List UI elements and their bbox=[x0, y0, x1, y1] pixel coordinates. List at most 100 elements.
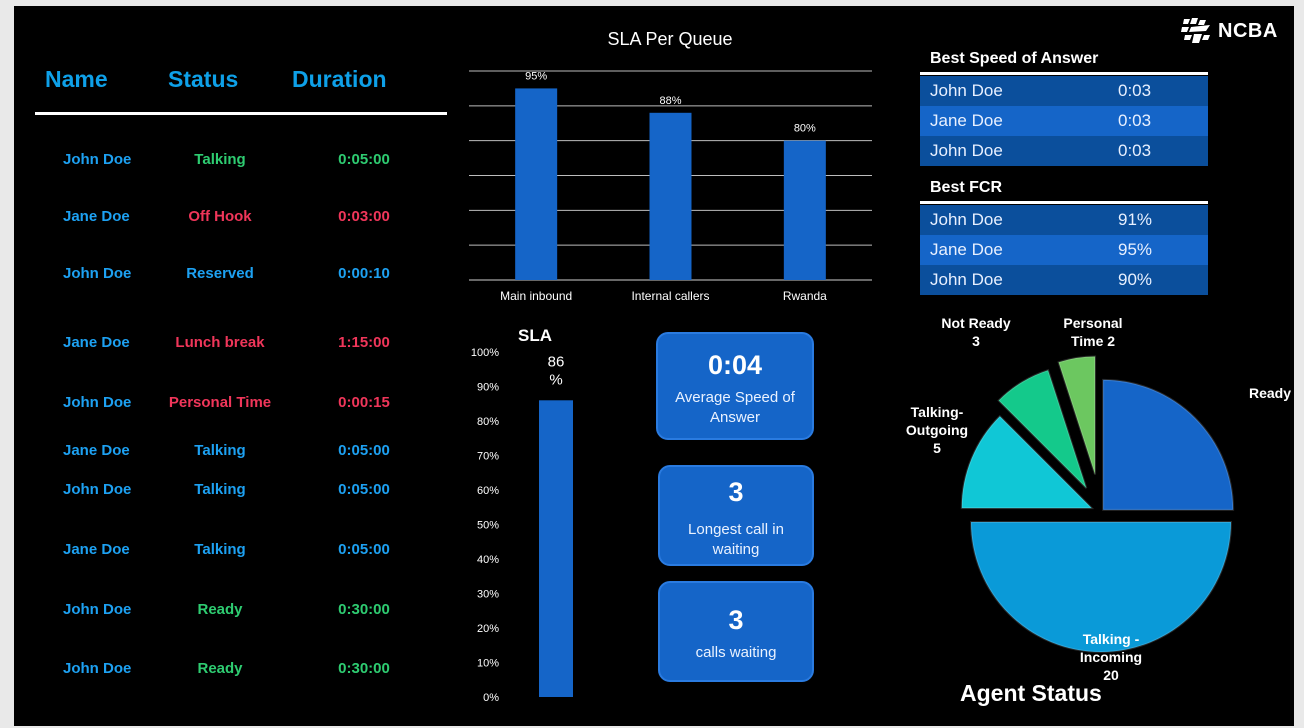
queue-category-label: Rwanda bbox=[783, 289, 827, 303]
agent-row: John Doe Personal Time 0:00:15 bbox=[14, 394, 454, 416]
agent-row: John Doe Ready 0:30:00 bbox=[14, 660, 454, 682]
leaderboard-name: John Doe bbox=[930, 81, 1003, 100]
agent-row: Jane Doe Off Hook 0:03:00 bbox=[14, 208, 454, 230]
duration-header: Duration bbox=[292, 66, 387, 92]
agent-row: John Doe Talking 0:05:00 bbox=[14, 151, 454, 173]
agent-name: John Doe bbox=[63, 394, 132, 411]
agent-row: John Doe Talking 0:05:00 bbox=[14, 481, 454, 503]
dashboard: Name Status Duration John Doe Talking 0:05… bbox=[14, 6, 1294, 726]
queue-bar bbox=[649, 112, 692, 280]
queue-bar-label: 88% bbox=[659, 95, 681, 107]
agent-duration: 0:00:15 bbox=[338, 394, 390, 411]
agent-status: Personal Time bbox=[168, 394, 272, 411]
sla-title: SLA bbox=[518, 326, 552, 345]
agent-name: John Doe bbox=[63, 151, 132, 168]
queue-bar-label: 80% bbox=[794, 123, 816, 135]
leaderboard-value: 0:03 bbox=[1118, 111, 1152, 130]
best-speed-divider bbox=[920, 72, 1208, 75]
name-header: Name bbox=[45, 66, 108, 92]
agent-name: Jane Doe bbox=[63, 208, 130, 225]
agent-status: Talking bbox=[194, 541, 246, 558]
agent-duration: 0:00:10 bbox=[338, 265, 390, 282]
average-speed-value: 0:04 bbox=[707, 350, 763, 380]
agent-name: John Doe bbox=[63, 660, 132, 677]
agent-duration: 0:05:00 bbox=[338, 151, 390, 168]
leaderboard-row: John Doe 90% bbox=[920, 265, 1208, 295]
agent-name: John Doe bbox=[63, 481, 132, 498]
agent-duration: 0:30:00 bbox=[338, 601, 390, 618]
sla-tick-label: 0% bbox=[483, 692, 499, 704]
agent-status: Reserved bbox=[186, 265, 254, 282]
leaderboard-value: 95% bbox=[1118, 240, 1153, 259]
sla-tick-label: 20% bbox=[477, 623, 499, 635]
agent-duration: 0:05:00 bbox=[338, 541, 390, 558]
sla-tick-label: 70% bbox=[477, 451, 499, 463]
leaderboard-value: 91% bbox=[1118, 210, 1153, 229]
leaderboard-row: John Doe 0:03 bbox=[920, 136, 1208, 166]
pie-slice-personal-time bbox=[1057, 355, 1097, 475]
queue-bar-label: 95% bbox=[525, 70, 547, 82]
sla-tick-label: 50% bbox=[477, 520, 499, 532]
agent-name: Jane Doe bbox=[63, 334, 130, 351]
agent-table-divider bbox=[35, 112, 447, 115]
longest-wait-value: 3 bbox=[728, 477, 744, 507]
leaderboard-row: John Doe 0:03 bbox=[920, 76, 1208, 106]
sla-per-queue-title: SLA Per Queue bbox=[607, 29, 732, 49]
agent-status: Ready bbox=[197, 601, 243, 618]
leaderboard-value: 0:03 bbox=[1118, 141, 1152, 160]
queue-bar bbox=[515, 88, 558, 280]
longest-wait-card: 3 Longest call in waiting bbox=[658, 465, 814, 566]
pie-slice-ready bbox=[1102, 378, 1235, 511]
leaderboard-name: Jane Doe bbox=[930, 240, 1003, 259]
agent-name: John Doe bbox=[63, 265, 132, 282]
best-fcr-title: Best FCR bbox=[930, 179, 1003, 196]
agent-duration: 0:30:00 bbox=[338, 660, 390, 677]
leaderboard-name: Jane Doe bbox=[930, 111, 1003, 130]
calls-waiting-label: calls waiting bbox=[695, 644, 777, 661]
leaderboard-name: John Doe bbox=[930, 270, 1003, 289]
sla-bar bbox=[539, 400, 573, 697]
leaderboard-row: Jane Doe 95% bbox=[920, 235, 1208, 265]
sla-tick-label: 90% bbox=[477, 382, 499, 394]
agent-row: John Doe Ready 0:30:00 bbox=[14, 601, 454, 623]
sla-bar-label: 86% bbox=[548, 353, 565, 388]
queue-category-label: Internal callers bbox=[631, 289, 709, 303]
leaderboard-value: 90% bbox=[1118, 270, 1153, 289]
agent-name: Jane Doe bbox=[63, 541, 130, 558]
pie-slice-talking-outgoing bbox=[960, 414, 1095, 510]
agent-status: Talking bbox=[194, 442, 246, 459]
calls-waiting-card: 3 calls waiting bbox=[658, 581, 814, 682]
agent-row: Jane Doe Lunch break 1:15:00 bbox=[14, 334, 454, 356]
average-speed-card: 0:04 Average Speed of Answer bbox=[656, 332, 814, 440]
agent-row: Jane Doe Talking 0:05:00 bbox=[14, 442, 454, 464]
agent-status: Lunch break bbox=[175, 334, 265, 351]
pie-slice-label: Ready 10 bbox=[1249, 385, 1294, 401]
agent-duration: 0:05:00 bbox=[338, 481, 390, 498]
agent-status: Talking bbox=[194, 151, 246, 168]
ncba-logo-text: NCBA bbox=[1218, 20, 1278, 42]
agent-name: John Doe bbox=[63, 601, 132, 618]
agent-status: Off Hook bbox=[188, 208, 252, 225]
average-speed-label: Average Speed of Answer bbox=[675, 389, 795, 426]
leaderboard-name: John Doe bbox=[930, 210, 1003, 229]
status-header: Status bbox=[168, 66, 239, 92]
agent-row: Jane Doe Talking 0:05:00 bbox=[14, 541, 454, 563]
agent-duration: 0:03:00 bbox=[338, 208, 390, 225]
sla-per-queue-chart: SLA Per Queue 95% Main inbound 88% Internal… bbox=[469, 29, 872, 303]
pie-slice-label: Personal Time 2 bbox=[1063, 315, 1122, 349]
agent-status: Talking bbox=[194, 481, 246, 498]
leaderboard-row: John Doe 91% bbox=[920, 205, 1208, 235]
pie-slice-talking-incoming bbox=[969, 521, 1233, 653]
sla-tick-label: 60% bbox=[477, 485, 499, 497]
sla-gauge-chart: SLA 0% 10% 20% 30% 40% 50% 60% 70% 80% 90% 100% 86… bbox=[471, 326, 573, 704]
leaderboard-row: Jane Doe 0:03 bbox=[920, 106, 1208, 136]
agent-row: John Doe Reserved 0:00:10 bbox=[14, 265, 454, 287]
pie-slice-label: Talking -Incoming 20 bbox=[1080, 631, 1142, 683]
queue-bar bbox=[783, 140, 826, 280]
pie-slice-label: Talking-Outgoing 5 bbox=[906, 404, 968, 456]
sla-tick-label: 80% bbox=[477, 416, 499, 428]
leaderboard-value: 0:03 bbox=[1118, 81, 1152, 100]
calls-waiting-value: 3 bbox=[728, 605, 744, 635]
best-fcr-divider bbox=[920, 201, 1208, 204]
